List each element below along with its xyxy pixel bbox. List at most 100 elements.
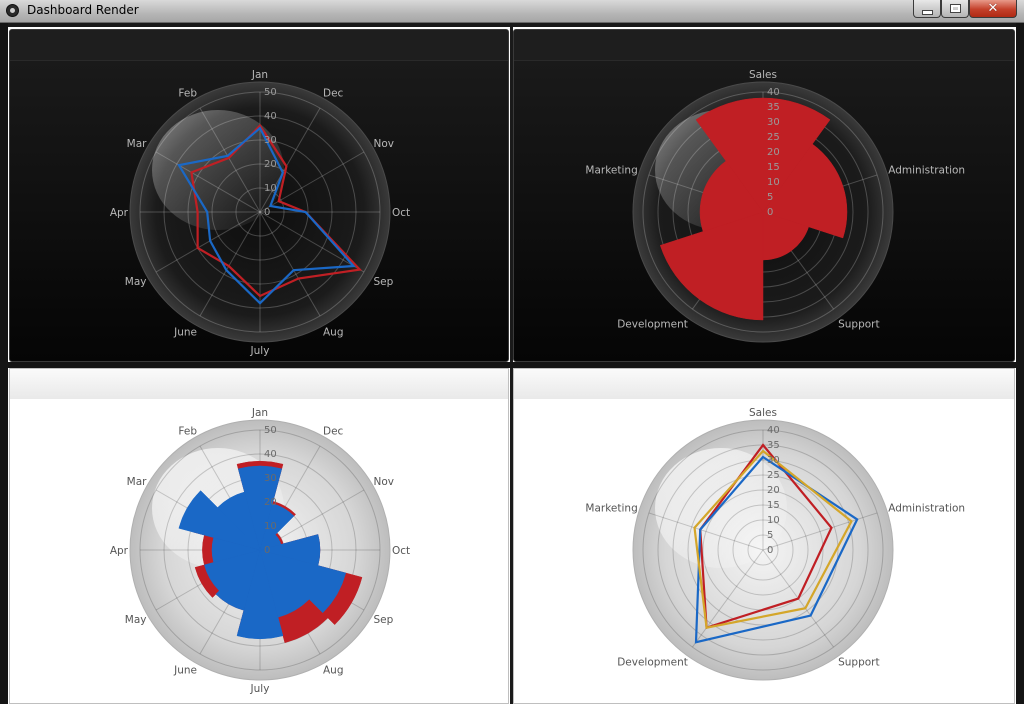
tick-label: 15 [767, 162, 780, 173]
panel-header [514, 369, 1014, 399]
bar-sector-dec [259, 503, 295, 551]
tick-label: 10 [767, 177, 780, 188]
axis-label-nov: Nov [374, 138, 395, 150]
tick-label: 25 [767, 470, 780, 481]
grid-ring [163, 115, 357, 309]
axis-label-support: Support [838, 657, 880, 669]
grid-ring [642, 91, 884, 333]
panel-divider-horizontal [0, 362, 1024, 368]
gloss-highlight [152, 110, 284, 230]
window-titlebar[interactable]: Dashboard Render ✕ [0, 0, 1024, 23]
axis-label-sep: Sep [374, 276, 394, 288]
tick-label: 20 [767, 147, 780, 158]
grid-spoke [199, 107, 261, 213]
axis-label-mar: Mar [127, 138, 147, 150]
tick-label: 50 [264, 87, 277, 98]
minimize-icon [921, 10, 933, 15]
tick-label: 15 [767, 500, 780, 511]
bar-sector-sales [695, 97, 831, 213]
grid-ring [642, 429, 884, 671]
axis-label-june: June [173, 665, 197, 677]
grid-spoke [648, 512, 764, 551]
radar-chart-departments-bar: 0 5 10 15 20 25 30 35 40 Sales Administration Suppo… [585, 69, 965, 343]
series-line-2 [693, 449, 853, 629]
grid-spoke [259, 151, 365, 213]
bar-sector-july [236, 549, 284, 640]
grid-ring [717, 504, 809, 596]
axis-label-development: Development [617, 657, 688, 669]
radar-chart-months-line: 0 10 20 30 40 50 Jan Dec Nov Oct Sep Aug July June May… [110, 69, 410, 357]
chart-panel-departments-line: 0 5 10 15 20 25 30 35 40 Sales Administration Suppo… [513, 368, 1015, 704]
grid-spoke [259, 211, 365, 273]
bar-sector-marketing [699, 160, 764, 232]
bar-sector-sep [259, 549, 347, 614]
axis-label-june: June [173, 327, 197, 339]
bar-sector-jan [237, 465, 283, 551]
bar-sector-feb [217, 491, 261, 551]
window-title: Dashboard Render [27, 3, 139, 17]
grid-ring [211, 163, 309, 261]
minimize-button[interactable] [913, 0, 941, 18]
axis-label-administration: Administration [888, 502, 965, 514]
bar-sector-may [204, 549, 261, 592]
radar-chart-months-bar: 0 10 20 30 40 50 Jan Dec Nov Oct Sep Aug July June May… [110, 407, 410, 695]
axis-label-administration: Administration [888, 164, 965, 176]
bar-sector-support [762, 211, 809, 261]
axis-label-marketing: Marketing [585, 502, 637, 514]
series-line-0 [699, 443, 833, 630]
grid-spoke [692, 549, 764, 648]
app-icon[interactable] [6, 4, 19, 17]
chart-panel-months-line: 0 10 20 30 40 50 Jan Dec Nov Oct Sep Aug July June May… [9, 29, 509, 362]
radar-chart-departments-line: 0 5 10 15 20 25 30 35 40 Sales Administration Suppo… [585, 407, 965, 681]
chart-panel-months-bar: 0 10 20 30 40 50 Jan Dec Nov Oct Sep Aug July June May… [9, 368, 509, 704]
axis-label-oct: Oct [392, 207, 410, 219]
close-icon: ✕ [987, 1, 999, 16]
axis-label-apr: Apr [110, 545, 129, 557]
axis-label-may: May [125, 276, 147, 288]
axis-label-jan: Jan [251, 407, 268, 419]
axis-label-jan: Jan [251, 69, 268, 81]
chart-panel-departments-bar: 0 5 10 15 20 25 30 35 40 Sales Administration Suppo… [513, 29, 1015, 362]
tick-label: 50 [264, 425, 277, 436]
tick-label: 30 [264, 473, 277, 484]
bar-sector-development [659, 211, 764, 321]
axis-label-marketing: Marketing [585, 164, 637, 176]
grid-spoke [199, 211, 261, 317]
tick-label: 5 [767, 530, 773, 541]
tick-label: 30 [767, 455, 780, 466]
panel-header [10, 369, 508, 399]
grid-ring [672, 459, 854, 641]
axis-label-sales: Sales [749, 69, 777, 81]
axis-label-mar: Mar [127, 476, 147, 488]
axis-label-feb: Feb [178, 425, 197, 437]
axis-label-support: Support [838, 319, 880, 331]
axis-label-may: May [125, 614, 147, 626]
tick-label: 25 [767, 132, 780, 143]
maximize-button[interactable] [941, 0, 969, 18]
axis-label-july: July [250, 345, 270, 357]
axis-label-oct: Oct [392, 545, 410, 557]
tick-label: 40 [767, 425, 780, 436]
close-button[interactable]: ✕ [969, 0, 1017, 18]
axis-label-nov: Nov [374, 476, 395, 488]
bar-sector-june [215, 549, 261, 611]
axis-label-aug: Aug [323, 665, 344, 677]
tick-label: 30 [264, 135, 277, 146]
tick-label: 10 [264, 183, 277, 194]
axis-label-sales: Sales [749, 407, 777, 419]
tick-label: 20 [264, 497, 277, 508]
tick-label: 0 [767, 207, 773, 218]
grid-ring [139, 91, 381, 333]
axis-label-apr: Apr [110, 207, 129, 219]
tick-label: 5 [767, 192, 773, 203]
grid-ring [687, 474, 839, 626]
panel-header [10, 30, 508, 61]
series-line-1 [177, 126, 356, 305]
series-line-0 [190, 123, 363, 298]
panel-header [514, 30, 1014, 61]
tick-label: 0 [264, 207, 270, 218]
grid-ring [163, 453, 357, 647]
grid-ring [732, 519, 794, 581]
tick-label: 40 [264, 449, 277, 460]
tick-label: 0 [767, 545, 773, 556]
